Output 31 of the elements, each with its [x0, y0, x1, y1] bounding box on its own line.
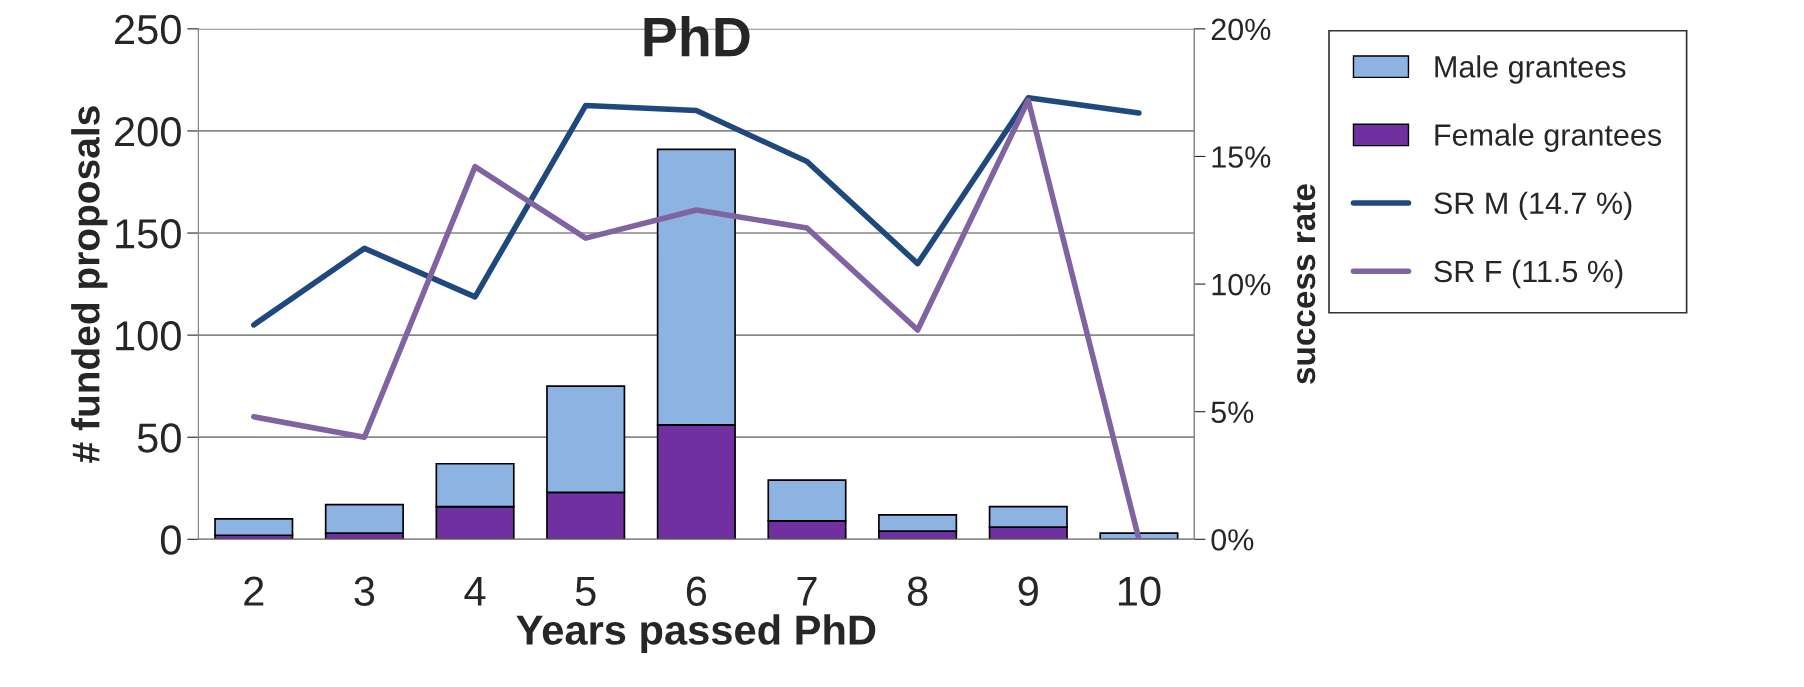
y2-tick-label: 5% — [1211, 401, 1254, 424]
x-axis-title: Years passed PhD — [516, 614, 876, 654]
legend-label: Female grantees — [1435, 123, 1662, 152]
y2-tick-label: 0% — [1211, 529, 1254, 551]
y2-tick-label: 15% — [1212, 146, 1271, 168]
bar — [1099, 532, 1179, 540]
y-axis-title: # funded proposals — [71, 106, 108, 463]
x-tick-label: 3 — [354, 576, 375, 607]
x-tick-label: 10 — [1118, 576, 1161, 607]
y-tick-label: 200 — [115, 116, 181, 147]
y2-tick-label: 10% — [1212, 273, 1271, 296]
chart-title: PhD — [644, 15, 750, 57]
y-tick-label: 0 — [160, 525, 181, 555]
x-tick-label: 9 — [1018, 576, 1038, 607]
y-tick-label: 250 — [115, 14, 181, 45]
legend-label: Male grantees — [1435, 55, 1626, 84]
bar — [214, 518, 294, 537]
x-tick-label: 8 — [907, 576, 928, 607]
y-tick-label: 100 — [116, 321, 181, 351]
x-tick-label: 2 — [244, 576, 264, 606]
x-tick-label: 5 — [575, 576, 596, 607]
y-tick-label: 150 — [116, 219, 181, 249]
legend-label: SR M (14.7 %) — [1434, 191, 1632, 221]
x-tick-label: 6 — [686, 576, 707, 607]
y2-tick-label: 20% — [1211, 18, 1271, 41]
y-tick-label: 50 — [137, 423, 181, 453]
x-tick-label: 7 — [797, 576, 817, 606]
bar — [324, 503, 404, 535]
x-tick-label: 4 — [464, 576, 486, 606]
legend-label: SR F (11.5 %) — [1434, 259, 1623, 289]
y2-axis-title: success rate — [1293, 184, 1316, 384]
